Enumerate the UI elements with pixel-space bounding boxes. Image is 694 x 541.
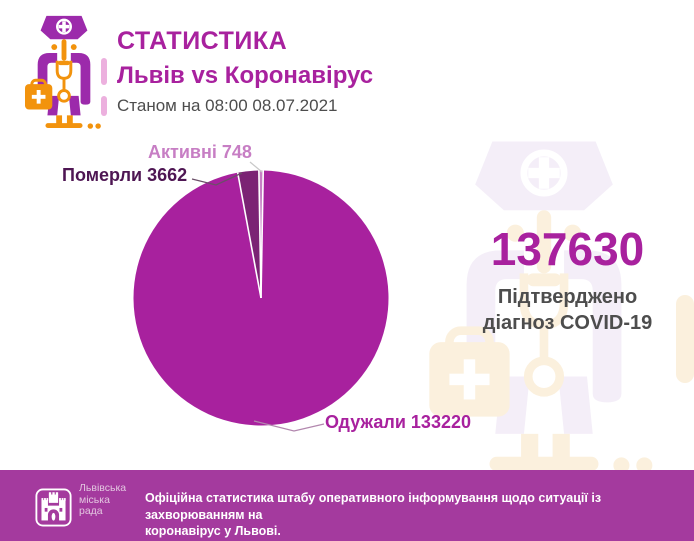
logo-org-line3: рада — [79, 505, 103, 517]
pie-label-recovered: Одужали 133220 — [325, 412, 471, 432]
lviv-city-council-logo-icon — [35, 488, 72, 527]
decorative-dash-icon — [101, 58, 107, 85]
decorative-dash-icon — [101, 96, 107, 116]
confirmed-caption-line2: діагноз COVID-19 — [482, 312, 653, 334]
pie-label-active: Активні 748 — [148, 142, 252, 162]
pie-slice-0 — [133, 170, 389, 426]
callout-leader-recovered — [253, 420, 325, 432]
footer-bar: Львівська міська рада Офіційна статистик… — [0, 470, 694, 541]
as-of-timestamp: Станом на 08:00 08.07.2021 — [117, 96, 338, 115]
pie-label-died: Померли 3662 — [62, 165, 188, 185]
page-subtitle: Львів vs Коронавірус — [117, 62, 374, 89]
confirmed-total-caption: Підтверджено діагноз COVID-19 — [450, 284, 685, 336]
pie-slice-separators — [236, 170, 265, 299]
pie-chart — [133, 161, 389, 432]
confirmed-caption-line1: Підтверджено — [497, 286, 638, 308]
callout-leader-active — [249, 161, 263, 173]
footer-note: Офіційна статистика штабу оперативного і… — [145, 490, 665, 540]
doctor-icon — [20, 12, 108, 129]
pie-slices — [133, 170, 389, 426]
logo-org-line1: Львівська — [79, 482, 127, 494]
page-title: СТАТИСТИКА — [117, 27, 288, 55]
footer-note-line2: коронавірус у Львові. — [145, 524, 281, 538]
logo-org-name: Львівська міська рада — [79, 482, 127, 518]
pie-separator-line — [236, 172, 262, 299]
callout-leader-died — [191, 172, 243, 186]
footer-note-line1: Офіційна статистика штабу оперативного і… — [145, 491, 602, 522]
pie-separator-line — [258, 170, 262, 299]
watermark-accent-bar — [676, 295, 694, 383]
logo-org-line2: міська — [79, 493, 110, 506]
confirmed-total-value: 137630 — [490, 223, 645, 275]
